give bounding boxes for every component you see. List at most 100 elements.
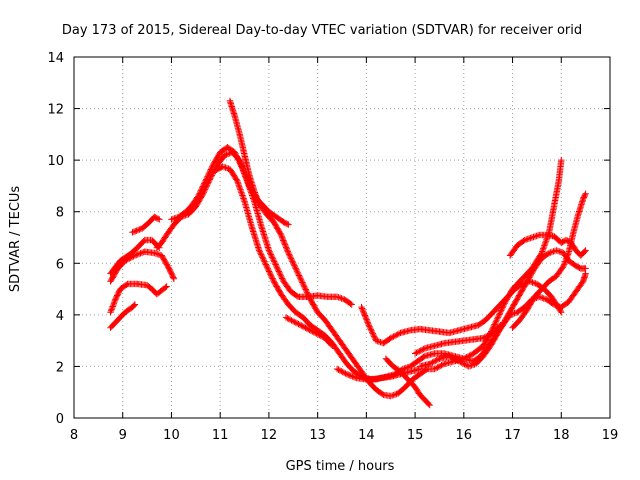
y-tick-label: 14 [47, 51, 64, 66]
data-point-marker [258, 251, 265, 258]
data-point-marker [490, 322, 498, 330]
data-point-marker [348, 301, 355, 308]
data-point-marker [451, 355, 458, 363]
series-s15 [416, 247, 589, 370]
data-point-marker [202, 184, 209, 192]
data-point-marker [269, 255, 277, 262]
data-point-marker [345, 371, 352, 378]
data-point-marker [417, 347, 424, 354]
data-point-marker [286, 316, 294, 323]
x-tick-label: 12 [261, 428, 278, 443]
data-point-marker [339, 368, 346, 376]
data-point-marker [314, 331, 322, 338]
data-point-marker [285, 221, 292, 228]
x-tick-label: 13 [309, 428, 326, 443]
data-point-marker [271, 259, 279, 267]
data-point-marker [562, 258, 569, 265]
data-point-marker [205, 177, 213, 185]
data-point-marker [250, 231, 258, 238]
data-point-marker [367, 326, 374, 333]
data-point-marker [154, 215, 162, 222]
series-s3 [107, 248, 178, 285]
data-point-marker [284, 220, 291, 228]
data-point-marker [233, 176, 240, 183]
data-point-marker [581, 191, 589, 199]
data-point-marker [284, 248, 291, 255]
data-point-marker [432, 365, 440, 372]
data-point-marker [368, 329, 376, 336]
data-point-marker [266, 248, 273, 255]
data-point-marker [317, 332, 324, 340]
data-point-marker [251, 189, 258, 196]
data-point-marker [297, 275, 304, 282]
series-s13 [382, 355, 433, 409]
data-point-marker [493, 317, 500, 324]
data-point-marker [581, 248, 588, 255]
data-point-marker [199, 190, 207, 197]
data-point-marker [277, 272, 285, 279]
data-point-marker [223, 164, 231, 172]
grid [74, 57, 610, 418]
data-point-marker [539, 294, 546, 301]
data-point-marker [286, 252, 293, 259]
data-point-marker [370, 331, 377, 339]
data-point-marker [434, 364, 441, 371]
data-point-marker [433, 357, 440, 364]
data-point-marker [275, 268, 283, 275]
data-point-marker [209, 170, 216, 178]
data-point-marker [261, 258, 268, 265]
data-point-marker [289, 317, 297, 325]
x-tick-label: 18 [553, 428, 570, 443]
data-point-marker [347, 372, 355, 379]
data-point-marker [359, 306, 366, 314]
data-point-marker [203, 183, 210, 190]
data-point-marker [542, 239, 549, 246]
data-point-marker [278, 273, 285, 281]
data-point-marker [447, 353, 454, 361]
data-point-marker [251, 232, 258, 240]
data-point-marker [261, 259, 269, 267]
data-point-marker [413, 349, 420, 356]
series-s9 [226, 97, 565, 400]
data-point-marker [130, 302, 138, 309]
data-point-marker [429, 359, 436, 366]
data-point-marker [492, 319, 499, 327]
data-point-marker [267, 251, 275, 258]
data-point-marker [363, 317, 371, 325]
data-point-marker [203, 182, 211, 189]
data-point-marker [302, 286, 309, 293]
data-point-marker [455, 358, 463, 365]
data-point-marker [336, 367, 344, 374]
x-axis-label: GPS time / hours [286, 459, 395, 474]
data-point-marker [138, 249, 146, 256]
data-point-marker [301, 284, 309, 292]
data-point-marker [293, 266, 300, 273]
data-point-marker [333, 365, 341, 373]
data-point-marker [458, 359, 465, 366]
data-point-marker [265, 266, 272, 274]
data-point-marker [459, 360, 467, 367]
data-point-marker [279, 276, 287, 284]
data-point-marker [557, 248, 564, 256]
data-point-marker [418, 346, 426, 354]
data-point-marker [533, 232, 540, 240]
data-point-marker [301, 283, 308, 290]
data-point-marker [457, 358, 464, 366]
data-point-marker [156, 216, 163, 223]
y-tick-label: 10 [47, 154, 64, 169]
data-point-marker [257, 250, 264, 257]
data-point-marker [582, 247, 589, 254]
data-point-marker [438, 362, 445, 369]
data-point-marker [107, 309, 114, 316]
data-point-marker [259, 254, 266, 261]
data-point-marker [256, 248, 263, 255]
data-point-marker [199, 191, 206, 199]
data-point-marker [306, 294, 313, 302]
data-point-marker [372, 337, 380, 344]
data-point-marker [393, 331, 400, 339]
data-point-marker [498, 307, 505, 314]
data-point-marker [276, 269, 283, 277]
data-point-marker [302, 324, 309, 331]
data-point-marker [269, 276, 277, 284]
y-tick-label: 4 [56, 309, 64, 324]
